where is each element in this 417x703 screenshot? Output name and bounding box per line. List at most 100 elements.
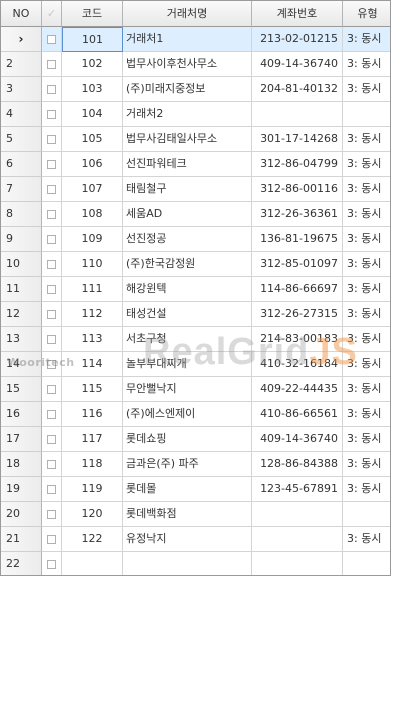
row-checkbox[interactable] (47, 159, 56, 169)
row-number[interactable]: 14 (1, 352, 42, 377)
cell-code[interactable]: 105 (62, 127, 123, 152)
row-checkbox-cell[interactable] (42, 177, 62, 202)
row-checkbox[interactable] (47, 409, 56, 419)
cell-account[interactable] (252, 552, 343, 575)
cell-account[interactable]: 312-85-01097 (252, 252, 343, 277)
cell-type[interactable]: 3: 동시 (343, 202, 390, 227)
cell-code[interactable]: 106 (62, 152, 123, 177)
cell-type[interactable]: 3: 동시 (343, 452, 390, 477)
cell-type[interactable]: 3: 동시 (343, 377, 390, 402)
row-checkbox[interactable] (47, 309, 56, 319)
cell-account[interactable]: 312-86-00116 (252, 177, 343, 202)
row-checkbox[interactable] (47, 109, 56, 119)
cell-name[interactable] (123, 552, 252, 575)
cell-account[interactable]: 410-86-66561 (252, 402, 343, 427)
cell-code[interactable]: 115 (62, 377, 123, 402)
row-checkbox[interactable] (47, 509, 56, 519)
row-number[interactable]: 8 (1, 202, 42, 227)
cell-account[interactable]: 301-17-14268 (252, 127, 343, 152)
table-row[interactable]: 16 116 (주)에스엔제이 410-86-66561 3: 동시 (1, 402, 390, 427)
table-row[interactable]: 6 106 선진파워테크 312-86-04799 3: 동시 (1, 152, 390, 177)
cell-code[interactable]: 103 (62, 77, 123, 102)
cell-type[interactable] (343, 552, 390, 575)
row-checkbox-cell[interactable] (42, 477, 62, 502)
cell-type[interactable] (343, 502, 390, 527)
cell-account[interactable]: 136-81-19675 (252, 227, 343, 252)
header-type[interactable]: 유형 (343, 1, 390, 27)
cell-name[interactable]: 롯데쇼핑 (123, 427, 252, 452)
row-checkbox-cell[interactable] (42, 102, 62, 127)
cell-account[interactable]: 213-02-01215 (252, 27, 343, 52)
row-checkbox-cell[interactable] (42, 352, 62, 377)
row-number[interactable]: 20 (1, 502, 42, 527)
row-checkbox-cell[interactable] (42, 502, 62, 527)
table-row[interactable]: 11 111 해강윈텍 114-86-66697 3: 동시 (1, 277, 390, 302)
cell-account[interactable]: 214-83-00183 (252, 327, 343, 352)
data-grid[interactable]: NO ✓ 코드 거래처명 계좌번호 유형 › 101 거래처1 213-02-0121… (0, 0, 391, 576)
cell-name[interactable]: 롯데몰 (123, 477, 252, 502)
row-number[interactable]: 17 (1, 427, 42, 452)
row-checkbox[interactable] (47, 84, 56, 94)
cell-type[interactable]: 3: 동시 (343, 427, 390, 452)
cell-type[interactable]: 3: 동시 (343, 77, 390, 102)
cell-name[interactable]: 법무사이후천사무소 (123, 52, 252, 77)
cell-account[interactable] (252, 102, 343, 127)
table-row[interactable]: › 101 거래처1 213-02-01215 3: 동시 (1, 27, 390, 52)
table-row[interactable]: 14 114 놀부부대찌개 410-32-16184 3: 동시 (1, 352, 390, 377)
cell-name[interactable]: 유정낙지 (123, 527, 252, 552)
cell-account[interactable]: 204-81-40132 (252, 77, 343, 102)
table-row[interactable]: 18 118 금과은(주) 파주 128-86-84388 3: 동시 (1, 452, 390, 477)
cell-type[interactable]: 3: 동시 (343, 252, 390, 277)
row-checkbox[interactable] (47, 259, 56, 269)
row-checkbox[interactable] (47, 384, 56, 394)
row-checkbox-cell[interactable] (42, 252, 62, 277)
row-number[interactable]: 9 (1, 227, 42, 252)
cell-name[interactable]: 선진파워테크 (123, 152, 252, 177)
cell-code[interactable]: 101 (62, 27, 123, 52)
row-number[interactable]: 21 (1, 527, 42, 552)
row-number[interactable]: 19 (1, 477, 42, 502)
row-checkbox[interactable] (47, 359, 56, 369)
row-number[interactable]: 7 (1, 177, 42, 202)
cell-type[interactable]: 3: 동시 (343, 327, 390, 352)
row-checkbox-cell[interactable] (42, 402, 62, 427)
table-row[interactable]: 17 117 롯데쇼핑 409-14-36740 3: 동시 (1, 427, 390, 452)
cell-code[interactable]: 102 (62, 52, 123, 77)
row-number[interactable]: 3 (1, 77, 42, 102)
cell-type[interactable]: 3: 동시 (343, 302, 390, 327)
cell-account[interactable]: 312-26-27315 (252, 302, 343, 327)
row-checkbox[interactable] (47, 534, 56, 544)
row-checkbox-cell[interactable] (42, 152, 62, 177)
row-number[interactable]: 13 (1, 327, 42, 352)
cell-account[interactable]: 123-45-67891 (252, 477, 343, 502)
row-checkbox-cell[interactable] (42, 377, 62, 402)
row-checkbox-cell[interactable] (42, 327, 62, 352)
row-checkbox-cell[interactable] (42, 77, 62, 102)
cell-account[interactable]: 114-86-66697 (252, 277, 343, 302)
row-number[interactable]: 4 (1, 102, 42, 127)
table-row[interactable]: 2 102 법무사이후천사무소 409-14-36740 3: 동시 (1, 52, 390, 77)
cell-name[interactable]: 거래처2 (123, 102, 252, 127)
row-number[interactable]: 15 (1, 377, 42, 402)
table-row[interactable]: 7 107 태림철구 312-86-00116 3: 동시 (1, 177, 390, 202)
row-checkbox[interactable] (47, 334, 56, 344)
cell-code[interactable]: 118 (62, 452, 123, 477)
row-checkbox-cell[interactable] (42, 27, 62, 52)
cell-type[interactable] (343, 102, 390, 127)
row-checkbox-cell[interactable] (42, 552, 62, 575)
cell-code[interactable]: 116 (62, 402, 123, 427)
cell-name[interactable]: 선진정공 (123, 227, 252, 252)
table-row[interactable]: 20 120 롯데백화점 (1, 502, 390, 527)
row-checkbox-cell[interactable] (42, 527, 62, 552)
row-checkbox-cell[interactable] (42, 202, 62, 227)
row-checkbox[interactable] (47, 459, 56, 469)
cell-account[interactable] (252, 502, 343, 527)
row-number[interactable]: 22 (1, 552, 42, 575)
cell-name[interactable]: 무안뻘낙지 (123, 377, 252, 402)
row-checkbox[interactable] (47, 184, 56, 194)
cell-code[interactable]: 104 (62, 102, 123, 127)
cell-account[interactable]: 312-86-04799 (252, 152, 343, 177)
cell-name[interactable]: 법무사김태일사무소 (123, 127, 252, 152)
cell-name[interactable]: 롯데백화점 (123, 502, 252, 527)
cell-name[interactable]: (주)에스엔제이 (123, 402, 252, 427)
